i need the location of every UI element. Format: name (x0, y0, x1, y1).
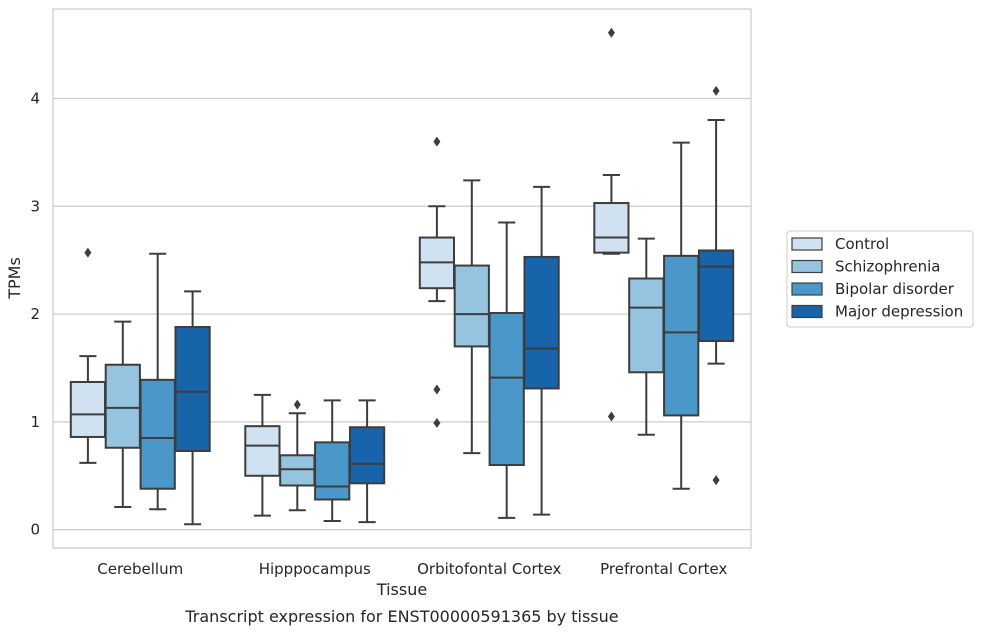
box-control (244, 393, 281, 517)
outlier-marker (433, 417, 441, 428)
y-tick-label: 1 (30, 413, 40, 431)
x-tick-labels: Cerebellum Hipppocampus Orbitofontal Corte… (97, 560, 727, 578)
box-schizophrenia (279, 399, 316, 512)
outlier-marker (607, 27, 615, 38)
box-body (523, 255, 560, 390)
y-tick-label: 0 (30, 521, 40, 539)
x-tick-label: Cerebellum (97, 560, 183, 578)
legend: Control Schizophrenia Bipolar disorder Majo… (786, 230, 974, 328)
box-control (593, 27, 630, 422)
box-body (593, 202, 630, 254)
y-tick-label: 3 (30, 197, 40, 215)
box-major-depression (348, 399, 386, 524)
outlier-marker (293, 399, 301, 410)
box-body (453, 264, 490, 348)
legend-label: Major depression (835, 303, 963, 321)
box-body (348, 426, 386, 485)
box-body (314, 441, 351, 501)
box-body (628, 277, 665, 374)
box-schizophrenia (453, 179, 490, 455)
box-body (244, 425, 281, 477)
legend-swatch (791, 282, 823, 296)
box-control (69, 247, 107, 464)
box-body (663, 254, 700, 417)
x-tick-label: Hipppocampus (259, 560, 371, 578)
box-bipolar-disorder (139, 252, 176, 511)
legend-label: Control (835, 235, 889, 253)
outlier-marker (433, 384, 441, 395)
y-tick-label: 2 (30, 305, 40, 323)
box-bipolar-disorder (488, 221, 525, 519)
x-axis-label: Tissue (376, 580, 427, 599)
box-body (488, 311, 525, 466)
y-axis-label: TPMs (5, 257, 24, 300)
box-bipolar-disorder (663, 141, 700, 490)
legend-swatch (791, 304, 823, 319)
legend-swatch (791, 259, 823, 274)
plot-frame (52, 8, 752, 549)
outlier-marker (712, 475, 720, 486)
box-body (139, 378, 176, 490)
box-body (69, 380, 107, 438)
box-control (418, 136, 456, 428)
y-tick-label: 4 (30, 89, 40, 107)
box-body (279, 454, 316, 487)
box-body (174, 326, 211, 452)
box-body (697, 249, 735, 343)
x-tick-label: Prefrontal Cortex (600, 560, 727, 578)
outlier-marker (607, 411, 615, 422)
box-schizophrenia (628, 237, 665, 436)
box-schizophrenia (104, 320, 141, 509)
box-major-depression (697, 85, 735, 486)
outlier-marker (84, 247, 92, 258)
outlier-marker (712, 85, 720, 96)
box-bipolar-disorder (314, 399, 351, 523)
box-major-depression (523, 185, 560, 516)
boxes-layer (69, 27, 735, 526)
legend-label: Bipolar disorder (835, 280, 955, 298)
y-tick-labels: 0 1 2 3 4 (30, 89, 40, 538)
legend-swatch (791, 237, 823, 251)
outlier-marker (433, 136, 441, 147)
box-major-depression (174, 290, 211, 526)
box-body (104, 363, 141, 449)
chart-caption: Transcript expression for ENST0000059136… (184, 607, 618, 626)
legend-label: Schizophrenia (835, 258, 940, 276)
x-tick-label: Orbitofontal Cortex (417, 560, 561, 578)
legend-frame (786, 230, 974, 328)
